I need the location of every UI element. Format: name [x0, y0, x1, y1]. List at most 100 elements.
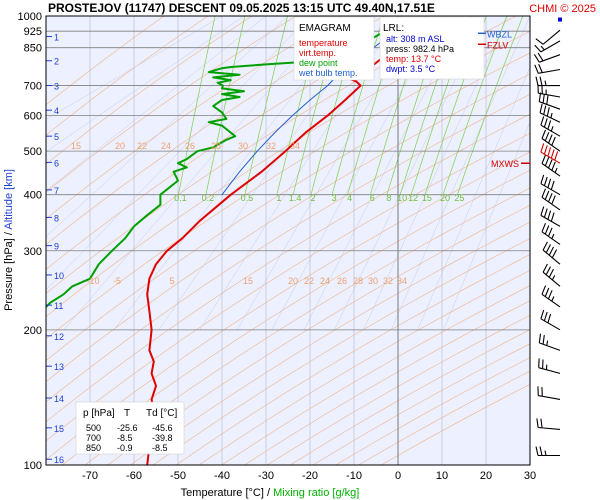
temperature-tick-label: -40 [214, 470, 230, 482]
chart-title: PROSTEJOV (11747) DESCENT 09.05.2025 13:… [48, 1, 435, 15]
adiabat-label: 34 [397, 276, 407, 286]
mixing-ratio-label: 8 [386, 193, 391, 203]
dry-adiabat-line [84, 187, 530, 465]
mixing-ratio-label: 1.4 [289, 193, 302, 203]
pressure-tick-label: 400 [24, 190, 42, 202]
wind-barb [537, 83, 561, 98]
legend-item-dew-point: dew point [299, 58, 338, 68]
pressure-tick-label: 925 [24, 26, 42, 38]
dry-adiabat-line [198, 269, 530, 465]
wind-barb [540, 174, 561, 196]
wind-barb [540, 143, 561, 164]
wbzl-label: WBZL [487, 29, 512, 39]
adiabat-label: 24 [320, 276, 330, 286]
table-cell: 500 [86, 423, 101, 433]
pressure-tick-label: 300 [24, 246, 42, 258]
dry-adiabat-line [175, 254, 530, 465]
data-table: p [hPa] T Td [°C] 500 -25.6 -45.6 700 -8… [75, 401, 185, 455]
pressure-tick-label: 1000 [18, 11, 42, 23]
wind-barb [533, 52, 561, 63]
temperature-tick-label: -30 [258, 470, 274, 482]
dry-adiabat-line [62, 169, 530, 465]
mxws-label: MXWS [491, 159, 519, 169]
altitude-tick-label: 13 [54, 362, 64, 372]
wind-barbs [533, 17, 562, 457]
table-header-pressure: p [hPa] [83, 408, 115, 419]
table-header-td: Td [°C] [146, 408, 177, 419]
wind-barb [538, 333, 561, 351]
y-axis-title: Pressure [hPa] / Altitude [km] [3, 169, 15, 311]
table-cell: -8.5 [152, 443, 168, 453]
credit-text: CHMI © 2025 [529, 3, 596, 15]
adiabat-label: 32 [383, 276, 393, 286]
mixing-ratio-label: 3 [332, 193, 337, 203]
dry-adiabat-line [221, 285, 530, 465]
altitude-tick-label: 16 [54, 455, 64, 465]
adiabat-label: 15 [71, 141, 81, 151]
wind-barb-calm [558, 17, 562, 22]
wind-barb [538, 358, 561, 374]
temperature-tick-label: 0 [395, 470, 401, 482]
temperature-tick-label: 30 [524, 470, 536, 482]
pressure-tick-label: 100 [24, 460, 42, 472]
temperature-tick-label: -10 [346, 470, 362, 482]
mixing-ratio-label: 0.5 [241, 193, 254, 203]
adiabat-label: -10 [86, 276, 99, 286]
temperature-tick-label: -50 [170, 470, 186, 482]
altitude-tick-label: 4 [54, 106, 59, 116]
fzlv-label: FZLV [487, 40, 508, 50]
mixing-ratio-label: 2 [310, 193, 315, 203]
adiabat-label: 28 [211, 141, 221, 151]
adiabat-label: 30 [368, 276, 378, 286]
series-dew-point-line [46, 18, 414, 309]
lrl-title: LRL: [383, 23, 404, 34]
altitude-tick-label: 7 [54, 186, 59, 196]
adiabat-label: 20 [288, 276, 298, 286]
altitude-tick-label: 8 [54, 213, 59, 223]
temperature-tick-label: 20 [480, 470, 492, 482]
table-cell: -45.6 [152, 423, 173, 433]
adiabat-label: -5 [113, 276, 121, 286]
adiabat-label: 15 [243, 276, 253, 286]
altitude-tick-label: 1 [54, 33, 59, 43]
adiabat-label: 32 [266, 141, 276, 151]
wind-barb [534, 40, 561, 53]
dry-adiabat-line [153, 238, 530, 465]
temperature-tick-label: 10 [436, 470, 448, 482]
lrl-pressure: press: 982.4 hPa [386, 44, 454, 54]
legend: EMAGRAM temperature virt.temp. dew point… [293, 16, 375, 81]
pressure-tick-label: 500 [24, 146, 42, 158]
table-cell: -0.9 [117, 443, 133, 453]
altitude-tick-label: 5 [54, 132, 59, 142]
altitude-tick-label: 2 [54, 57, 59, 67]
adiabat-label: 20 [115, 141, 125, 151]
table-cell: -39.8 [152, 433, 173, 443]
legend-item-virt-temp: virt.temp. [299, 48, 336, 58]
wind-barb [535, 29, 561, 45]
plot-area [46, 16, 530, 465]
altitude-tick-label: 10 [54, 271, 64, 281]
wind-barb [535, 76, 560, 87]
mixing-ratio-label: 25 [454, 193, 464, 203]
wind-barb [541, 154, 561, 177]
mixing-ratio-label: 1 [276, 193, 281, 203]
altitude-tick-label: 11 [54, 301, 63, 311]
mixing-ratio-label: 0.1 [174, 193, 187, 203]
wind-barb [541, 129, 561, 152]
mixing-ratio-label: 4 [347, 193, 352, 203]
lrl-dewpoint: dwpt: 3.5 °C [386, 64, 436, 74]
mixing-ratio-label: 10 [397, 193, 407, 203]
adiabat-label: 34 [290, 141, 300, 151]
mixing-ratio-label: 12 [408, 193, 418, 203]
moist-adiabat-line [443, 121, 530, 330]
wind-barb [540, 309, 561, 331]
wind-barb [539, 103, 561, 123]
dry-adiabat-line [46, 151, 530, 461]
wind-barb [535, 446, 560, 457]
adiabat-label: 26 [337, 276, 347, 286]
wind-barb [541, 188, 561, 211]
wind-barb [542, 263, 561, 287]
plot-frame [45, 15, 531, 466]
